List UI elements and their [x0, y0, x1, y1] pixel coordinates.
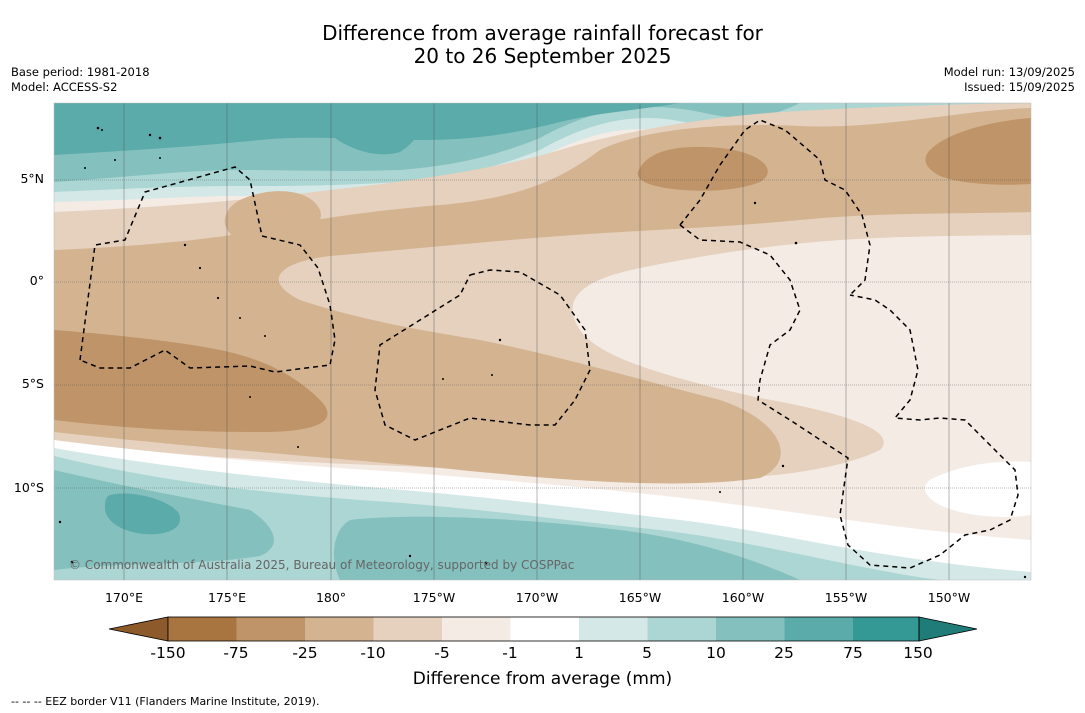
- colorbar-extend-low: [108, 616, 169, 642]
- colorbar-label: Difference from average (mm): [412, 669, 673, 689]
- colorbar-bin-1: [168, 617, 237, 641]
- latitude-gridlines: [54, 179, 1031, 489]
- colorbar-extend-high: [918, 616, 978, 642]
- colorbar-bin-5: [442, 617, 511, 641]
- eez-footnote: -- -- -- EEZ border V11 (Flanders Marine…: [11, 695, 320, 708]
- meta-left: Base period: 1981-2018 Model: ACCESS-S2: [11, 65, 150, 95]
- colorbar-tick: 10: [706, 644, 726, 662]
- lon-label-175e: 175°E: [207, 590, 246, 605]
- eez-central: [374, 269, 591, 441]
- wet-band-south-4: [334, 516, 800, 580]
- copyright-notice: © Commonwealth of Australia 2025, Bureau…: [69, 558, 575, 572]
- title-line-1: Difference from average rainfall forecas…: [322, 21, 763, 45]
- title-line-2: 20 to 26 September 2025: [413, 44, 672, 68]
- base-period: Base period: 1981-2018: [11, 65, 150, 79]
- eez-borders: [79, 119, 1019, 569]
- neutral-patch-east: [924, 461, 1031, 517]
- lat-label-10s: 10°S: [13, 480, 44, 495]
- lat-label-5s: 5°S: [21, 376, 44, 391]
- colorbar-bin-6: [510, 617, 579, 641]
- map-frame: [53, 102, 1032, 581]
- colorbar-tick: -1: [502, 644, 518, 662]
- colorbar-bin-9: [716, 617, 785, 641]
- colorbar-tick: 150: [903, 644, 933, 662]
- colorbar: [108, 616, 978, 642]
- lon-label-165w: 165°W: [618, 590, 662, 605]
- colorbar-tick: -5: [434, 644, 450, 662]
- model-name: Model: ACCESS-S2: [11, 80, 118, 94]
- colorbar-tick: 25: [774, 644, 794, 662]
- lon-label-150w: 150°W: [927, 590, 971, 605]
- dry-75-east: [925, 118, 1031, 185]
- wet-band-south-2: [54, 456, 940, 580]
- colorbar-tick: -75: [223, 644, 249, 662]
- colorbar-bin-8: [647, 617, 716, 641]
- colorbar-tick: -25: [292, 644, 318, 662]
- colorbar-tick: 75: [843, 644, 863, 662]
- lat-label-5n: 5°N: [20, 171, 44, 186]
- islands: [58, 126, 1027, 579]
- dry-75-west: [54, 330, 328, 432]
- colorbar-bin-4: [373, 617, 442, 641]
- colorbar-tick: 1: [574, 644, 584, 662]
- eez-northeast: [679, 119, 871, 296]
- colorbar-frame: [167, 616, 920, 642]
- wet-patch-north: [317, 103, 430, 155]
- lon-label-170e: 170°E: [104, 590, 143, 605]
- model-run: Model run: 13/09/2025: [943, 65, 1075, 79]
- colorbar-tick: -150: [150, 644, 186, 662]
- dry-25-patch: [224, 191, 321, 247]
- map-title: Difference from average rainfall forecas…: [0, 22, 1085, 68]
- colorbar-bin-11: [853, 617, 919, 641]
- lon-label-180: 180°: [315, 590, 347, 605]
- colorbar-bin-10: [784, 617, 853, 641]
- colorbar-bin-3: [305, 617, 374, 641]
- eez-west: [79, 166, 336, 373]
- meta-right: Model run: 13/09/2025 Issued: 15/09/2025: [944, 65, 1075, 95]
- lon-label-160w: 160°W: [721, 590, 765, 605]
- rainfall-field: [54, 103, 1031, 580]
- lat-label-0: 0°: [29, 273, 44, 288]
- lon-label-170w: 170°W: [515, 590, 559, 605]
- longitude-gridlines: [123, 103, 950, 580]
- colorbar-bin-2: [236, 617, 305, 641]
- colorbar-tick: 5: [642, 644, 652, 662]
- colorbar-bin-7: [579, 617, 648, 641]
- lon-label-175w: 175°W: [412, 590, 456, 605]
- colorbar-tick: -10: [360, 644, 386, 662]
- issued-date: Issued: 15/09/2025: [964, 80, 1075, 94]
- lon-label-155w: 155°W: [824, 590, 868, 605]
